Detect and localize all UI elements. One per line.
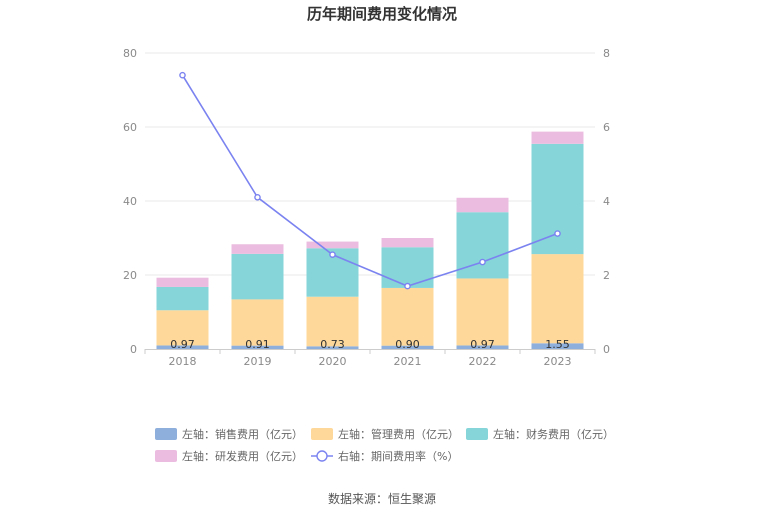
line-series [179, 71, 561, 290]
bar-data-label: 0.97 [470, 338, 495, 351]
x-tick-label: 2018 [169, 355, 197, 368]
x-tick-label: 2020 [319, 355, 347, 368]
bar-segment [156, 310, 209, 346]
line-point [554, 230, 561, 237]
bar-segment [231, 253, 284, 300]
bar-data-label: 0.73 [320, 338, 345, 351]
line-point [479, 258, 486, 266]
bar-segment [231, 299, 284, 346]
right-tick-label: 6 [603, 121, 610, 134]
right-tick-label: 8 [603, 47, 610, 60]
x-tick-label: 2019 [244, 355, 272, 368]
bar-data-label: 1.55 [545, 338, 570, 351]
legend-swatch [155, 450, 177, 462]
left-axis-ticks: 0 20 40 60 80 [123, 47, 137, 356]
legend-swatch [466, 428, 488, 440]
legend-label: 右轴：期间费用率（%） [338, 449, 458, 463]
bar-segment [306, 296, 359, 347]
legend: 左轴：销售费用（亿元） 左轴：管理费用（亿元） 左轴：财务费用（亿元） 左轴：研发费用… [155, 427, 614, 463]
legend-marker [316, 450, 328, 462]
bar-segment [156, 277, 209, 287]
x-axis-ticks: 2018 2019 2020 2021 2022 2023 [169, 355, 572, 368]
right-tick-label: 0 [603, 343, 610, 356]
left-tick-label: 80 [123, 47, 137, 60]
bar-segment [156, 345, 209, 349]
bar-data-label: 0.90 [395, 338, 420, 351]
x-tick-label: 2021 [394, 355, 422, 368]
bar-segment [531, 343, 584, 349]
legend-label: 左轴：销售费用（亿元） [182, 427, 303, 441]
bar-segment [381, 345, 434, 349]
bar-segment [456, 278, 509, 346]
bar-segment [306, 346, 359, 349]
bar-segment [381, 238, 434, 248]
chart-title: 历年期间费用变化情况 [307, 5, 457, 23]
line-point [404, 282, 411, 290]
left-tick-label: 40 [123, 195, 137, 208]
x-tick-label: 2023 [544, 355, 572, 368]
bar-data-label: 0.97 [170, 338, 195, 351]
bar-segment [456, 197, 509, 213]
bar-segment [531, 254, 584, 344]
bar-series [156, 131, 584, 349]
grid-lines [145, 52, 595, 276]
bar-segment [381, 247, 434, 288]
left-tick-label: 20 [123, 269, 137, 282]
right-tick-label: 4 [603, 195, 610, 208]
legend-label: 左轴：财务费用（亿元） [493, 427, 614, 441]
legend-label: 左轴：管理费用（亿元） [338, 427, 459, 441]
bar-segment [306, 241, 359, 249]
bar-segment [531, 131, 584, 144]
bar-data-labels: 0.97 0.91 0.73 0.90 0.97 1.55 [170, 338, 570, 351]
data-source: 数据来源：恒生聚源 [328, 491, 436, 506]
bar-segment [156, 286, 209, 311]
right-tick-label: 2 [603, 269, 610, 282]
line-point [254, 193, 261, 201]
left-tick-label: 60 [123, 121, 137, 134]
legend-label: 左轴：研发费用（亿元） [182, 449, 303, 463]
bar-segment [231, 345, 284, 349]
bar-segment [531, 143, 584, 255]
bar-segment [231, 244, 284, 254]
line-path [181, 74, 558, 287]
x-tick-label: 2022 [469, 355, 497, 368]
legend-swatch [311, 428, 333, 440]
x-axis [144, 349, 596, 354]
line-point [329, 251, 336, 258]
right-axis-ticks: 0 2 4 6 8 [603, 47, 610, 356]
bar-segment [381, 287, 434, 346]
left-tick-label: 0 [130, 343, 137, 356]
bar-data-label: 0.91 [245, 338, 270, 351]
line-point [179, 71, 186, 79]
legend-swatch [155, 428, 177, 440]
bar-segment [456, 345, 509, 349]
